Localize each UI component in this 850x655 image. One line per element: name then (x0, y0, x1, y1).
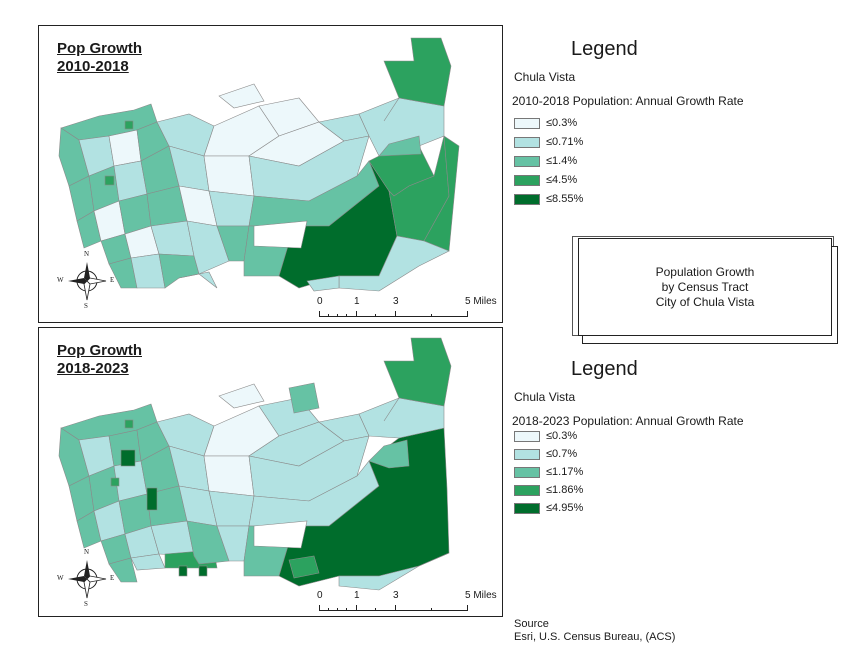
legend-class-3: ≤1.4% (514, 154, 577, 168)
compass-rose-icon (68, 560, 107, 599)
legend-swatch (514, 502, 540, 514)
legend-swatch (514, 174, 540, 186)
west-label: W (57, 276, 64, 284)
legend-class-1: ≤0.3% (514, 116, 577, 130)
legend-class-label: ≤1.17% (546, 466, 584, 478)
scale-label-1: 1 (354, 296, 360, 307)
legend-class-2: ≤0.7% (514, 447, 577, 461)
map-frame-2018-2023: Pop Growth 2018-2023 N S E W 0 1 3 5 Mil… (38, 327, 503, 617)
map-frame-2010-2018: Pop Growth 2010-2018 N S E W 0 1 3 5 Mil… (38, 25, 503, 323)
west-label: W (57, 574, 64, 582)
legend-swatch (514, 117, 540, 129)
legend-field-name: 2010-2018 Population: Annual Growth Rate (512, 94, 744, 108)
legend-class-label: ≤0.3% (546, 430, 578, 442)
legend-area-name: Chula Vista (514, 390, 576, 404)
legend-class-label: ≤0.3% (546, 117, 578, 129)
legend-class-label: ≤0.71% (546, 136, 584, 148)
compass-rose-icon (68, 262, 107, 301)
legend-class-label: ≤0.7% (546, 448, 578, 460)
scale-label-0: 0 (317, 296, 323, 307)
legend-swatch (514, 466, 540, 478)
legend-swatch (514, 430, 540, 442)
legend-class-4: ≤1.86% (514, 483, 583, 497)
title-line3: City of Chula Vista (655, 294, 755, 309)
map-title-line2: 2010-2018 (57, 58, 129, 75)
source-label: Source (514, 618, 549, 630)
legend-class-5: ≤8.55% (514, 192, 583, 206)
north-arrow: N S E W (57, 548, 114, 608)
north-label: N (84, 250, 90, 258)
legend-2010-2018: Legend Chula Vista 2010-2018 Population:… (512, 38, 842, 208)
scale-bar-line (319, 310, 468, 317)
legend-area-name: Chula Vista (514, 70, 576, 84)
legend-class-label: ≤4.95% (546, 502, 584, 514)
choropleth-map-2018-2023 (58, 337, 452, 591)
map-title-line2: 2018-2023 (57, 360, 129, 377)
legend-class-label: ≤8.55% (546, 193, 584, 205)
scale-label-5: 5 Miles (465, 296, 497, 307)
legend-swatch (514, 484, 540, 496)
scale-label-0: 0 (317, 590, 323, 601)
legend-swatch (514, 193, 540, 205)
legend-class-3: ≤1.17% (514, 465, 583, 479)
map-title-line1: Pop Growth (57, 342, 142, 359)
title-line1: Population Growth (655, 264, 755, 279)
map-title-2018-2023: Pop Growth 2018-2023 (57, 342, 142, 378)
east-label: E (110, 574, 115, 582)
legend-2018-2023: Legend Chula Vista 2018-2023 Population:… (512, 358, 842, 528)
title-line2: by Census Tract (661, 279, 749, 294)
legend-class-1: ≤0.3% (514, 429, 577, 443)
south-label: S (84, 302, 88, 310)
map-title-2010-2018: Pop Growth 2010-2018 (57, 40, 142, 76)
south-label: S (84, 600, 88, 608)
source-note: Source Esri, U.S. Census Bureau, (ACS) (514, 618, 675, 644)
scale-label-5: 5 Miles (465, 590, 497, 601)
legend-heading: Legend (571, 358, 638, 380)
scale-label-3: 3 (393, 296, 399, 307)
legend-class-4: ≤4.5% (514, 173, 577, 187)
north-label: N (84, 548, 90, 556)
legend-class-5: ≤4.95% (514, 501, 583, 515)
source-text: Esri, U.S. Census Bureau, (ACS) (514, 631, 676, 643)
legend-swatch (514, 155, 540, 167)
legend-class-label: ≤4.5% (546, 174, 578, 186)
legend-class-label: ≤1.86% (546, 484, 584, 496)
north-arrow: N S E W (57, 250, 114, 310)
scale-label-3: 3 (393, 590, 399, 601)
legend-swatch (514, 448, 540, 460)
legend-heading: Legend (571, 38, 638, 60)
choropleth-map-2010-2018 (58, 37, 460, 292)
scale-bar-line (319, 604, 468, 611)
scale-label-1: 1 (354, 590, 360, 601)
legend-class-2: ≤0.71% (514, 135, 583, 149)
legend-swatch (514, 136, 540, 148)
east-label: E (110, 276, 115, 284)
map-title-line1: Pop Growth (57, 40, 142, 57)
title-box: Population Growth by Census Tract City o… (578, 238, 832, 336)
legend-class-label: ≤1.4% (546, 155, 578, 167)
legend-field-name: 2018-2023 Population: Annual Growth Rate (512, 414, 744, 428)
